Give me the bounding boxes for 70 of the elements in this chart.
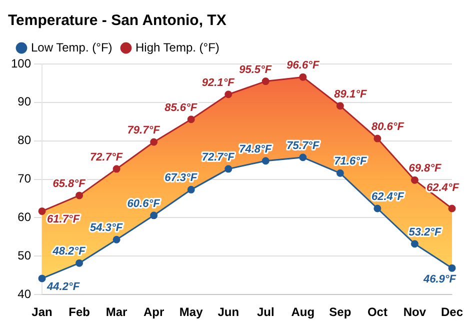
- x-tick-label: Nov: [403, 305, 426, 320]
- point: [374, 134, 382, 142]
- point: [410, 176, 418, 184]
- x-tick-label: Jan: [32, 305, 52, 320]
- x-tick-label: May: [179, 305, 204, 320]
- x-tick-label: Feb: [68, 305, 90, 320]
- y-tick-label: 100: [10, 56, 32, 70]
- point: [150, 138, 158, 146]
- data-label: 72.7°F: [90, 151, 123, 164]
- data-label: 69.8°F: [408, 162, 442, 175]
- x-tick-label: Apr: [143, 305, 164, 320]
- x-tick-label: Sep: [329, 305, 352, 320]
- data-label: 92.1°F: [202, 76, 235, 89]
- point: [224, 90, 232, 98]
- data-label: 62.4°F: [426, 182, 460, 194]
- x-tick-label: Mar: [106, 305, 128, 320]
- x-tick-label: Aug: [291, 305, 315, 320]
- point: [76, 259, 84, 267]
- point: [448, 264, 456, 272]
- data-label: 75.7°F: [286, 140, 320, 152]
- data-label: 95.5°F: [239, 64, 272, 76]
- data-label: 46.9°F: [422, 274, 456, 286]
- data-label: 65.8°F: [52, 178, 86, 190]
- x-tick-label: Dec: [440, 305, 464, 320]
- legend-label: Low Temp. (°F): [31, 40, 112, 54]
- data-label: 72.7°F: [202, 151, 235, 164]
- point: [410, 240, 418, 248]
- y-tick-label: 60: [18, 210, 32, 224]
- data-label: 61.7°F: [47, 214, 80, 226]
- y-tick-label: 40: [18, 286, 32, 301]
- point: [187, 116, 195, 124]
- data-label: 53.2°F: [408, 226, 442, 238]
- point: [112, 165, 120, 173]
- x-tick-label: Jun: [218, 305, 240, 320]
- point: [76, 192, 84, 200]
- y-tick-label: 90: [18, 94, 32, 109]
- point: [112, 236, 120, 244]
- point: [187, 186, 195, 194]
- data-label: 85.6°F: [164, 102, 198, 114]
- point: [38, 274, 46, 282]
- y-tick-label: 80: [18, 133, 32, 148]
- point: [336, 169, 344, 177]
- point: [150, 212, 158, 220]
- data-label: 79.7°F: [127, 124, 160, 137]
- data-label: 62.4°F: [371, 191, 404, 204]
- point: [336, 102, 344, 110]
- point: [262, 157, 270, 165]
- legend-label: High Temp. (°F): [135, 40, 220, 54]
- data-label: 54.3°F: [90, 222, 123, 234]
- data-label: 96.6°F: [286, 60, 320, 72]
- data-label: 74.8°F: [239, 143, 272, 156]
- point: [299, 154, 307, 162]
- data-label: 48.2°F: [52, 246, 86, 258]
- data-label: 44.2°F: [46, 280, 80, 293]
- point: [448, 204, 456, 212]
- chart-title: Temperature - San Antonio, TX: [8, 12, 226, 30]
- data-label: 80.6°F: [371, 121, 404, 134]
- x-tick-label: Jul: [256, 305, 274, 320]
- data-label: 60.6°F: [127, 198, 160, 210]
- data-label: 67.3°F: [164, 172, 198, 184]
- point: [374, 204, 382, 212]
- data-label: 89.1°F: [334, 88, 367, 100]
- y-tick-label: 50: [18, 248, 32, 262]
- point: [299, 73, 307, 81]
- point: [262, 78, 270, 86]
- point: [38, 207, 46, 215]
- point: [224, 165, 232, 173]
- x-tick-label: Oct: [367, 305, 388, 320]
- data-label: 71.6°F: [334, 156, 367, 168]
- y-tick-label: 70: [18, 172, 32, 186]
